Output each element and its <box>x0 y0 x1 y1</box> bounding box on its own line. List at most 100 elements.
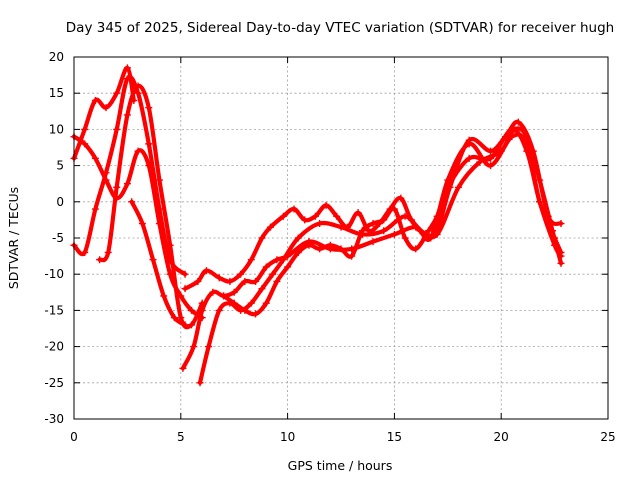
data-point-marker <box>237 270 245 278</box>
data-point-marker <box>102 176 110 184</box>
data-point-marker <box>149 256 157 264</box>
data-point-marker <box>343 223 351 231</box>
data-point-marker <box>81 125 89 133</box>
series-trace-3 <box>70 64 138 162</box>
data-point-marker <box>145 162 153 170</box>
data-point-marker <box>177 314 185 322</box>
data-point-marker <box>247 256 255 264</box>
data-point-marker <box>290 205 298 213</box>
data-point-marker <box>81 248 89 256</box>
data-point-marker <box>220 292 228 300</box>
data-point-marker <box>380 227 388 235</box>
data-point-marker <box>123 64 131 72</box>
data-point-marker <box>465 154 473 162</box>
data-point-marker <box>252 310 260 318</box>
data-point-marker <box>123 111 131 119</box>
data-point-marker <box>369 220 377 228</box>
y-tick-label: 5 <box>56 159 64 173</box>
data-point-marker <box>170 314 178 322</box>
data-point-marker <box>446 183 454 191</box>
data-point-marker <box>155 176 163 184</box>
data-point-marker <box>134 147 142 155</box>
y-tick-label: -30 <box>44 412 64 426</box>
data-point-marker <box>104 248 112 256</box>
x-tick-label: 5 <box>177 430 185 444</box>
series-line <box>129 199 188 327</box>
x-tick-label: 15 <box>387 430 402 444</box>
data-point-marker <box>433 212 441 220</box>
x-tick-label: 20 <box>494 430 509 444</box>
data-point-marker <box>316 245 324 253</box>
data-point-marker <box>487 147 495 155</box>
data-point-marker <box>557 220 565 228</box>
data-point-marker <box>536 198 544 206</box>
data-point-marker <box>113 183 121 191</box>
data-point-marker <box>196 379 204 387</box>
data-point-marker <box>487 162 495 170</box>
data-point-marker <box>386 205 394 213</box>
data-point-marker <box>134 82 142 90</box>
chart-title: Day 345 of 2025, Sidereal Day-to-day VTE… <box>66 20 614 36</box>
x-axis-label: GPS time / hours <box>288 458 393 473</box>
data-point-marker <box>401 234 409 242</box>
data-point-marker <box>130 96 138 104</box>
data-point-marker <box>514 118 522 126</box>
data-point-marker <box>258 234 266 242</box>
data-point-marker <box>230 299 238 307</box>
y-tick-label: -25 <box>44 376 64 390</box>
series-trace-4 <box>70 133 206 322</box>
data-point-marker <box>215 274 223 282</box>
data-point-marker <box>407 216 415 224</box>
data-point-marker <box>390 230 398 238</box>
data-point-marker <box>273 277 281 285</box>
data-point-marker <box>187 306 195 314</box>
data-point-marker <box>241 306 249 314</box>
x-tick-label: 25 <box>600 430 615 444</box>
data-point-marker <box>273 256 281 264</box>
y-tick-label: 10 <box>49 122 64 136</box>
data-point-marker <box>279 256 287 264</box>
y-tick-label: 0 <box>56 195 64 209</box>
data-point-marker <box>194 277 202 285</box>
data-point-marker <box>322 201 330 209</box>
data-point-marker <box>262 299 270 307</box>
grid-lines <box>74 57 608 419</box>
data-point-marker <box>301 216 309 224</box>
data-point-marker <box>102 104 110 112</box>
data-point-marker <box>155 220 163 228</box>
data-point-marker <box>348 252 356 260</box>
data-point-marker <box>551 241 559 249</box>
data-point-marker <box>190 343 198 351</box>
data-point-marker <box>134 89 142 97</box>
data-point-marker <box>205 343 213 351</box>
data-point-marker <box>262 263 270 271</box>
data-point-marker <box>96 256 104 264</box>
data-point-marker <box>113 125 121 133</box>
data-point-marker <box>181 285 189 293</box>
data-point-marker <box>358 227 366 235</box>
data-point-marker <box>181 270 189 278</box>
data-point-marker <box>433 227 441 235</box>
data-point-marker <box>166 241 174 249</box>
series-trace-8 <box>220 125 565 318</box>
y-tick-label: -5 <box>52 231 64 245</box>
data-point-marker <box>179 364 187 372</box>
data-point-marker <box>226 277 234 285</box>
data-point-marker <box>215 306 223 314</box>
data-point-marker <box>279 212 287 220</box>
data-point-marker <box>258 285 266 293</box>
data-point-marker <box>557 252 565 260</box>
data-point-marker <box>365 227 373 235</box>
data-point-marker <box>465 136 473 144</box>
data-point-marker <box>269 270 277 278</box>
data-point-marker <box>294 248 302 256</box>
data-point-marker <box>247 299 255 307</box>
data-point-marker <box>557 259 565 267</box>
x-tick-label: 0 <box>70 430 78 444</box>
y-tick-label: -10 <box>44 267 64 281</box>
series-trace-1 <box>70 74 189 278</box>
data-point-marker <box>113 194 121 202</box>
data-point-marker <box>128 198 136 206</box>
data-point-marker <box>337 245 345 253</box>
